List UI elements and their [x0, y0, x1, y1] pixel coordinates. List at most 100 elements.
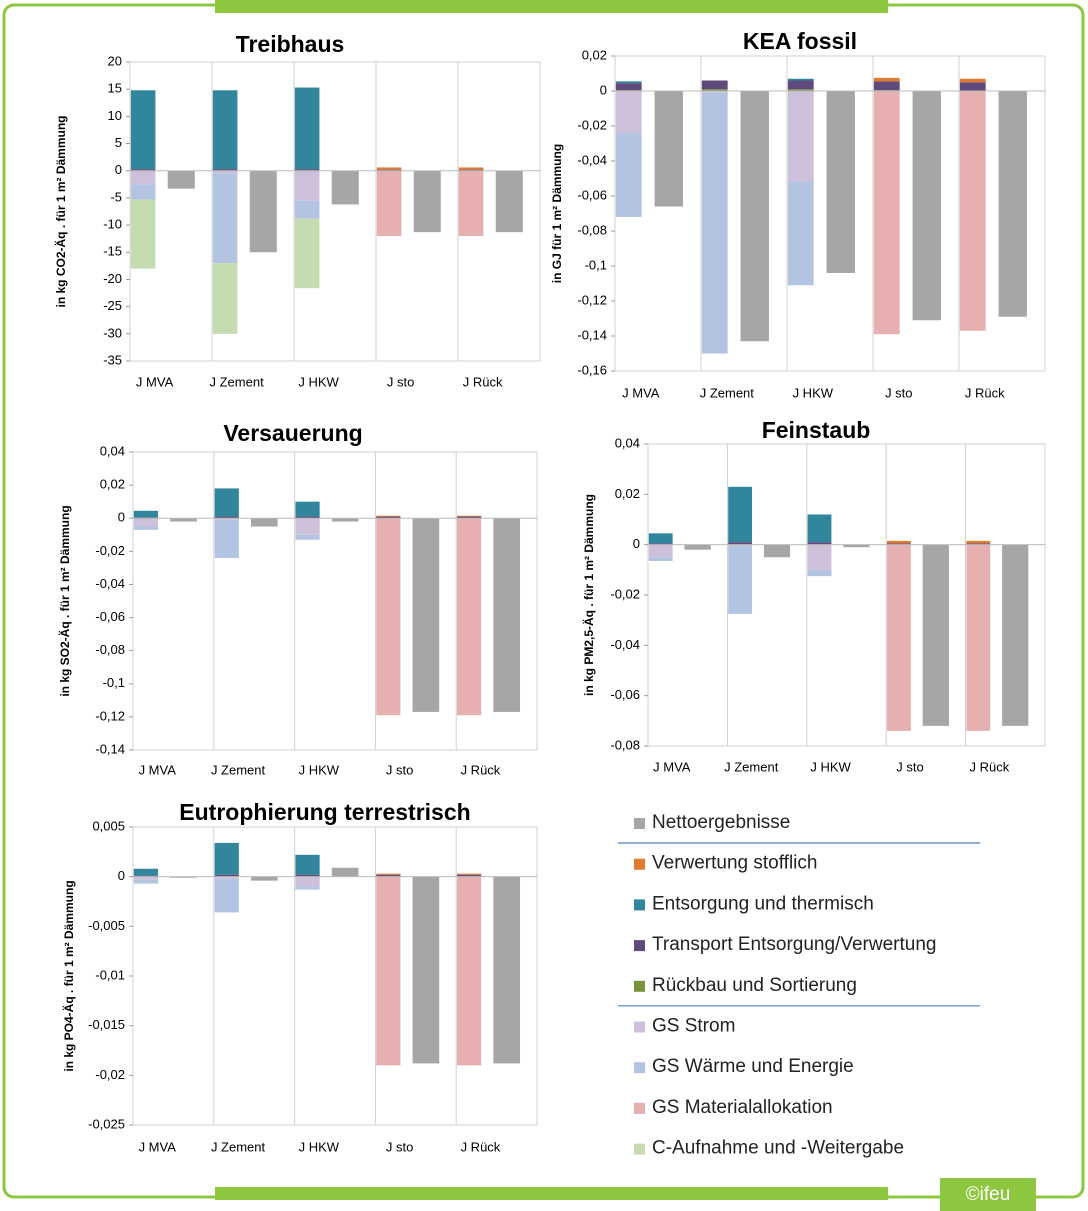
x-tick-label: J Rück — [463, 374, 503, 389]
bar-segment — [212, 169, 238, 171]
x-tick-label: J Rück — [970, 759, 1010, 774]
y-tick-label: 0 — [118, 868, 125, 883]
net-bar — [412, 518, 440, 712]
bar-segment — [458, 170, 484, 236]
credit-box — [940, 1178, 1036, 1211]
y-axis-label: in kg PO4-Äq . für 1 m² Dämmung — [61, 880, 76, 1071]
credit: ©ifeu — [966, 1184, 1011, 1205]
chart-title: Treibhaus — [236, 31, 345, 57]
bar-segment — [615, 81, 642, 84]
y-tick-label: -0,08 — [610, 737, 640, 752]
bar-segment — [130, 170, 156, 185]
bar-segment — [376, 170, 402, 236]
y-tick-label: -20 — [103, 271, 122, 286]
bar-segment — [133, 879, 159, 884]
bar-segment — [214, 876, 239, 879]
bar-segment — [886, 543, 911, 545]
legend-label: C-Aufnahme und -Weitergabe — [652, 1138, 904, 1159]
x-tick-label: J Zement — [211, 1139, 266, 1154]
y-tick-label: -25 — [103, 298, 122, 313]
bar-segment — [133, 510, 159, 518]
y-tick-label: 0 — [118, 510, 125, 525]
bar-segment — [295, 886, 320, 890]
bar-segment — [130, 199, 156, 269]
net-bar — [250, 518, 278, 527]
y-tick-label: -0,015 — [88, 1017, 125, 1032]
x-tick-label: J HKW — [810, 759, 851, 774]
y-tick-label: -0,1 — [585, 257, 607, 272]
net-bar — [654, 91, 683, 207]
y-tick-label: -0,005 — [88, 918, 125, 933]
bar-segment — [787, 91, 814, 182]
net-bar — [493, 518, 521, 712]
chart-title: Feinstaub — [762, 417, 871, 443]
y-tick-label: -0,12 — [95, 708, 125, 723]
bar-segment — [886, 540, 911, 544]
bar-segment — [295, 518, 320, 535]
bar-segment — [728, 542, 753, 545]
y-tick-label: -0,12 — [577, 292, 607, 307]
y-tick-label: -0,16 — [577, 362, 607, 377]
bar-segment — [728, 545, 753, 614]
bar-segment — [701, 92, 728, 354]
bar-segment — [212, 173, 238, 264]
bar-segment — [873, 81, 900, 91]
bar-segment — [214, 842, 239, 875]
x-tick-label: J Zement — [210, 374, 265, 389]
bar-segment — [701, 80, 728, 90]
y-tick-label: -0,1 — [103, 675, 125, 690]
bar-segment — [457, 515, 482, 517]
bar-segment — [214, 519, 239, 558]
x-tick-label: J Rück — [461, 1139, 501, 1154]
bar-segment — [966, 540, 991, 544]
bar-segment — [458, 167, 484, 170]
y-tick-label: -0,06 — [577, 187, 607, 202]
net-bar — [740, 91, 769, 342]
y-axis-label: in kg SO2-Äq . für 1 m² Dämmung — [57, 505, 72, 696]
bar-segment — [615, 83, 642, 91]
x-tick-label: J sto — [885, 385, 912, 400]
y-tick-label: -0,02 — [610, 586, 640, 601]
bar-segment — [214, 874, 239, 877]
bar-segment — [648, 544, 673, 558]
y-tick-label: -10 — [103, 217, 122, 232]
bar-segment — [648, 543, 673, 545]
y-tick-label: 15 — [108, 81, 122, 96]
x-tick-label: J HKW — [298, 374, 339, 389]
x-tick-label: J HKW — [793, 385, 834, 400]
legend-label: Verwertung stofflich — [652, 853, 817, 874]
y-tick-label: -0,04 — [610, 637, 640, 652]
bar-segment — [458, 169, 484, 171]
x-tick-label: J HKW — [299, 1139, 340, 1154]
y-tick-label: 0 — [633, 536, 640, 551]
bar-segment — [376, 167, 402, 170]
bar-segment — [728, 486, 753, 543]
x-tick-label: J Zement — [724, 759, 779, 774]
chart-title: KEA fossil — [743, 28, 857, 54]
plot-area — [614, 55, 1046, 372]
bar-segment — [294, 170, 320, 201]
bar-segment — [807, 542, 832, 545]
x-tick-label: J MVA — [139, 1139, 177, 1154]
bar-segment — [214, 488, 239, 517]
x-tick-label: J sto — [386, 1139, 413, 1154]
bar-segment — [807, 514, 832, 543]
y-tick-label: 0 — [115, 162, 122, 177]
bar-segment — [376, 874, 401, 877]
bar-segment — [295, 874, 320, 877]
bar-segment — [294, 218, 320, 289]
bar-segment — [133, 876, 159, 880]
x-tick-label: J sto — [896, 759, 923, 774]
net-bar — [763, 544, 791, 558]
x-tick-label: J Zement — [700, 385, 755, 400]
y-tick-label: 0,005 — [92, 818, 125, 833]
x-tick-label: J Rück — [461, 762, 501, 777]
bar-segment — [130, 90, 156, 170]
plot-area — [132, 451, 538, 751]
legend-label: GS Wärme und Energie — [652, 1056, 854, 1077]
bar-segment — [295, 854, 320, 875]
y-tick-label: -0,14 — [95, 741, 125, 756]
net-bar — [998, 91, 1027, 317]
bar-segment — [133, 868, 159, 876]
